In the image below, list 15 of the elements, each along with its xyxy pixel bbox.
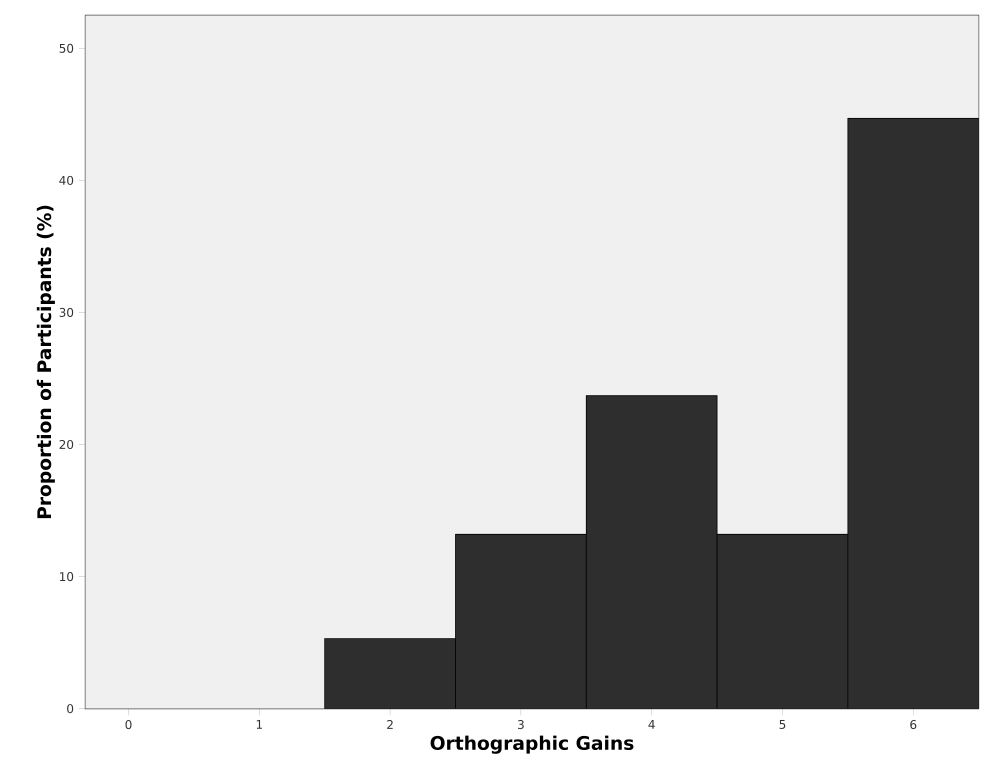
y-tick-label: 0 xyxy=(67,704,74,714)
x-tick-label: 6 xyxy=(910,720,916,730)
x-tick-label: 3 xyxy=(518,720,524,730)
x-axis-title: Orthographic Gains xyxy=(430,736,634,754)
y-tick-label: 20 xyxy=(60,440,74,450)
x-tick-label: 1 xyxy=(256,720,262,729)
y-tick-label: 30 xyxy=(60,308,74,317)
y-tick-label: 50 xyxy=(60,44,74,53)
y-axis-title: Proportion of Participants (%) xyxy=(36,206,55,518)
x-tick-label: 5 xyxy=(780,720,786,729)
x-tick-label: 0 xyxy=(125,720,132,730)
y-tick-label: 40 xyxy=(59,176,74,185)
x-tick-label: 4 xyxy=(648,720,655,729)
x-tick-label: 2 xyxy=(387,720,393,729)
y-tick-label: 10 xyxy=(60,572,74,582)
